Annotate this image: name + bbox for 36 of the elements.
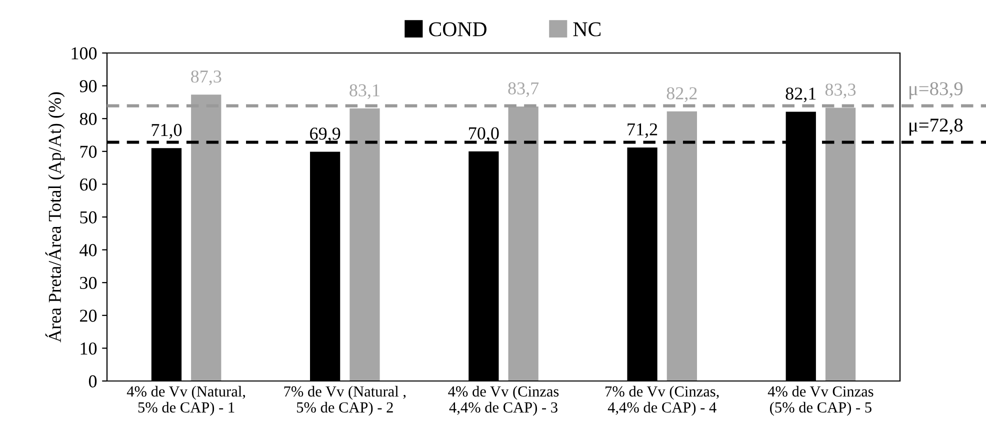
legend-label: COND xyxy=(429,22,486,36)
bar xyxy=(666,111,697,381)
x-tick-label: 4% de Vv (Natural, 5% de CAP) - 1 xyxy=(126,386,246,416)
y-tick-label: 60 xyxy=(80,178,97,191)
bar xyxy=(350,108,380,381)
x-tick-label: 4% de Vv (Cinzas 4,4% de CAP) - 3 xyxy=(448,386,559,416)
y-tick-label: 50 xyxy=(80,211,97,224)
bar xyxy=(508,106,538,381)
data-label: 83,3 xyxy=(825,84,856,98)
data-label: 83,7 xyxy=(508,82,539,98)
y-tick-label: 80 xyxy=(80,112,97,126)
y-tick-label: 100 xyxy=(72,47,97,60)
y-tick-label: 0 xyxy=(88,375,97,388)
data-label: 71,2 xyxy=(628,123,658,138)
ref-line-label: μ=83,9 xyxy=(910,82,963,100)
x-tick-label: 7% de Vv (Cinzas, 4,4% de CAP) - 4 xyxy=(606,386,719,416)
data-label: 69,9 xyxy=(310,128,340,142)
y-tick-label: 20 xyxy=(80,310,97,322)
y-tick-label: 70 xyxy=(80,146,97,158)
legend-label: NC xyxy=(573,22,601,36)
x-tick-label: 4% de Vv Cinzas (5% de CAP) - 5 xyxy=(768,386,874,416)
y-axis-title: Área Preta/Área Total (Ap/At) (%) xyxy=(45,92,65,342)
bar xyxy=(191,94,222,381)
y-tick-label: 40 xyxy=(80,244,97,256)
data-label: 70,0 xyxy=(469,127,499,142)
y-tick-label: 10 xyxy=(80,342,97,355)
data-label: 82,2 xyxy=(666,87,697,102)
ref-line-label: μ=72,8 xyxy=(910,118,963,136)
data-label: 71,0 xyxy=(152,124,182,139)
data-label: 82,1 xyxy=(786,88,816,102)
bar xyxy=(825,108,856,381)
x-tick-label: 7% de Vv (Natural , 5% de CAP) - 2 xyxy=(284,386,406,416)
y-tick-label: 90 xyxy=(80,80,97,92)
data-label: 87,3 xyxy=(191,70,222,86)
data-label: 83,1 xyxy=(350,84,380,100)
y-tick-label: 30 xyxy=(80,276,97,290)
